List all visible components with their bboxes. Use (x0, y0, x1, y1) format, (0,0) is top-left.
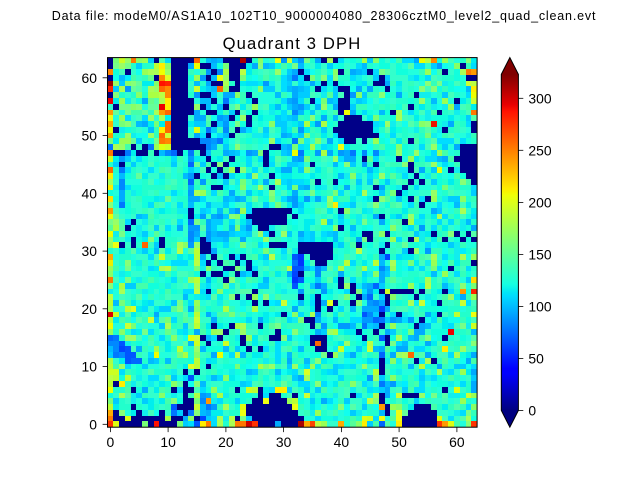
svg-text:40: 40 (334, 434, 350, 450)
svg-text:0: 0 (528, 402, 536, 418)
svg-text:250: 250 (528, 142, 551, 158)
svg-text:0: 0 (89, 416, 97, 432)
svg-text:Data file: modeM0/AS1A10_102T1: Data file: modeM0/AS1A10_102T10_90000040… (52, 9, 597, 23)
svg-text:50: 50 (82, 128, 98, 144)
svg-text:50: 50 (528, 350, 544, 366)
svg-text:50: 50 (391, 434, 407, 450)
svg-text:20: 20 (218, 434, 234, 450)
svg-text:0: 0 (107, 434, 115, 450)
svg-text:10: 10 (82, 359, 98, 375)
svg-text:300: 300 (528, 90, 551, 106)
svg-text:60: 60 (449, 434, 465, 450)
svg-text:60: 60 (82, 70, 98, 86)
svg-text:10: 10 (160, 434, 176, 450)
svg-text:40: 40 (82, 185, 98, 201)
svg-text:20: 20 (82, 301, 98, 317)
svg-text:200: 200 (528, 194, 551, 210)
svg-text:100: 100 (528, 298, 551, 314)
svg-text:Quadrant 3 DPH: Quadrant 3 DPH (223, 34, 362, 53)
svg-text:30: 30 (82, 243, 98, 259)
svg-text:30: 30 (276, 434, 292, 450)
svg-text:150: 150 (528, 246, 551, 262)
